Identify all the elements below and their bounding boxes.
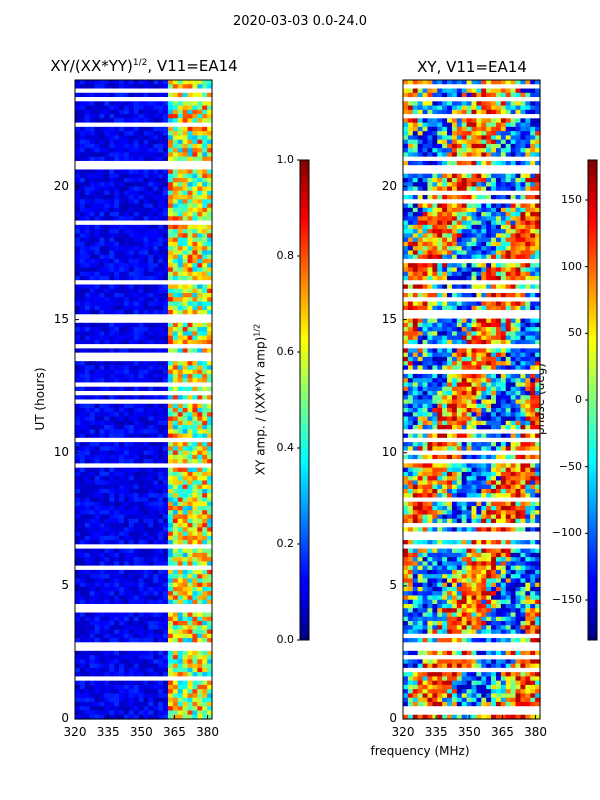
panel1-xtick-label: 350 xyxy=(129,725,153,739)
panel2-ytick-label: 15 xyxy=(381,311,397,326)
colorbar2-tick-label: 150 xyxy=(561,193,582,206)
panel1-ytick-label: 20 xyxy=(53,178,69,193)
colorbar2-tick-label: −50 xyxy=(558,459,582,473)
panel2-ytick-label: 5 xyxy=(389,577,397,592)
panel1-xtick-label: 380 xyxy=(196,725,220,739)
panel1-xtick-label: 365 xyxy=(162,725,186,739)
colorbar2-tick-label: 50 xyxy=(568,326,582,340)
panel2-xtick-label: 335 xyxy=(424,725,448,739)
axes-layer xyxy=(74,79,588,720)
colorbar1-tick-label: 0.2 xyxy=(276,537,295,550)
figure-suptitle: 2020-03-03 0.0-24.0 xyxy=(233,14,367,29)
panel2-xtick-label: 365 xyxy=(490,725,514,739)
panel1-ytick-label: 5 xyxy=(61,577,69,592)
panel2-xtick-label: 320 xyxy=(391,725,415,739)
panel2-ytick-label: 0 xyxy=(389,711,397,725)
panel1-xtick-label: 335 xyxy=(96,725,120,739)
panel1-ytick-label: 0 xyxy=(61,711,69,725)
panel1-ytick-label: 10 xyxy=(53,444,69,459)
colorbar1 xyxy=(299,159,310,641)
colorbar2-tick-label: 100 xyxy=(561,259,582,273)
colorbar1-tick-label: 1.0 xyxy=(276,153,295,166)
colorbar2 xyxy=(587,159,598,641)
colorbar1-tick-label: 0.4 xyxy=(276,441,295,454)
colorbar1-tick-label: 0.8 xyxy=(276,249,295,262)
heatmap-cells xyxy=(403,80,541,720)
colorbar1-tick-label: 0.6 xyxy=(276,345,295,358)
colorbar2-tick-label: −150 xyxy=(551,593,582,606)
panel2-xtick-label: 350 xyxy=(457,725,481,739)
panel1-xtick-label: 320 xyxy=(63,725,87,739)
colorbar2-tick-label: 0 xyxy=(575,393,582,406)
colorbar1-tick-label: 0.0 xyxy=(276,633,295,646)
left-panel-title: XY/(XX*YY)1/2, V11=EA14 xyxy=(50,57,238,75)
colorbar2-tick-label: −100 xyxy=(551,526,582,540)
panel2-ytick-label: 20 xyxy=(381,178,397,193)
panel1-frame xyxy=(74,79,213,720)
right-panel-title: XY, V11=EA14 xyxy=(417,58,527,76)
right-xlabel: frequency (MHz) xyxy=(370,744,470,758)
right-heatmap xyxy=(403,80,541,720)
panel2-frame xyxy=(402,79,541,720)
panel1-ytick-label: 15 xyxy=(53,311,69,326)
left-heatmap xyxy=(75,80,213,720)
heatmap-cells xyxy=(75,80,213,720)
panel2-xtick-label: 380 xyxy=(524,725,548,739)
panel2-ytick-label: 10 xyxy=(381,444,397,459)
